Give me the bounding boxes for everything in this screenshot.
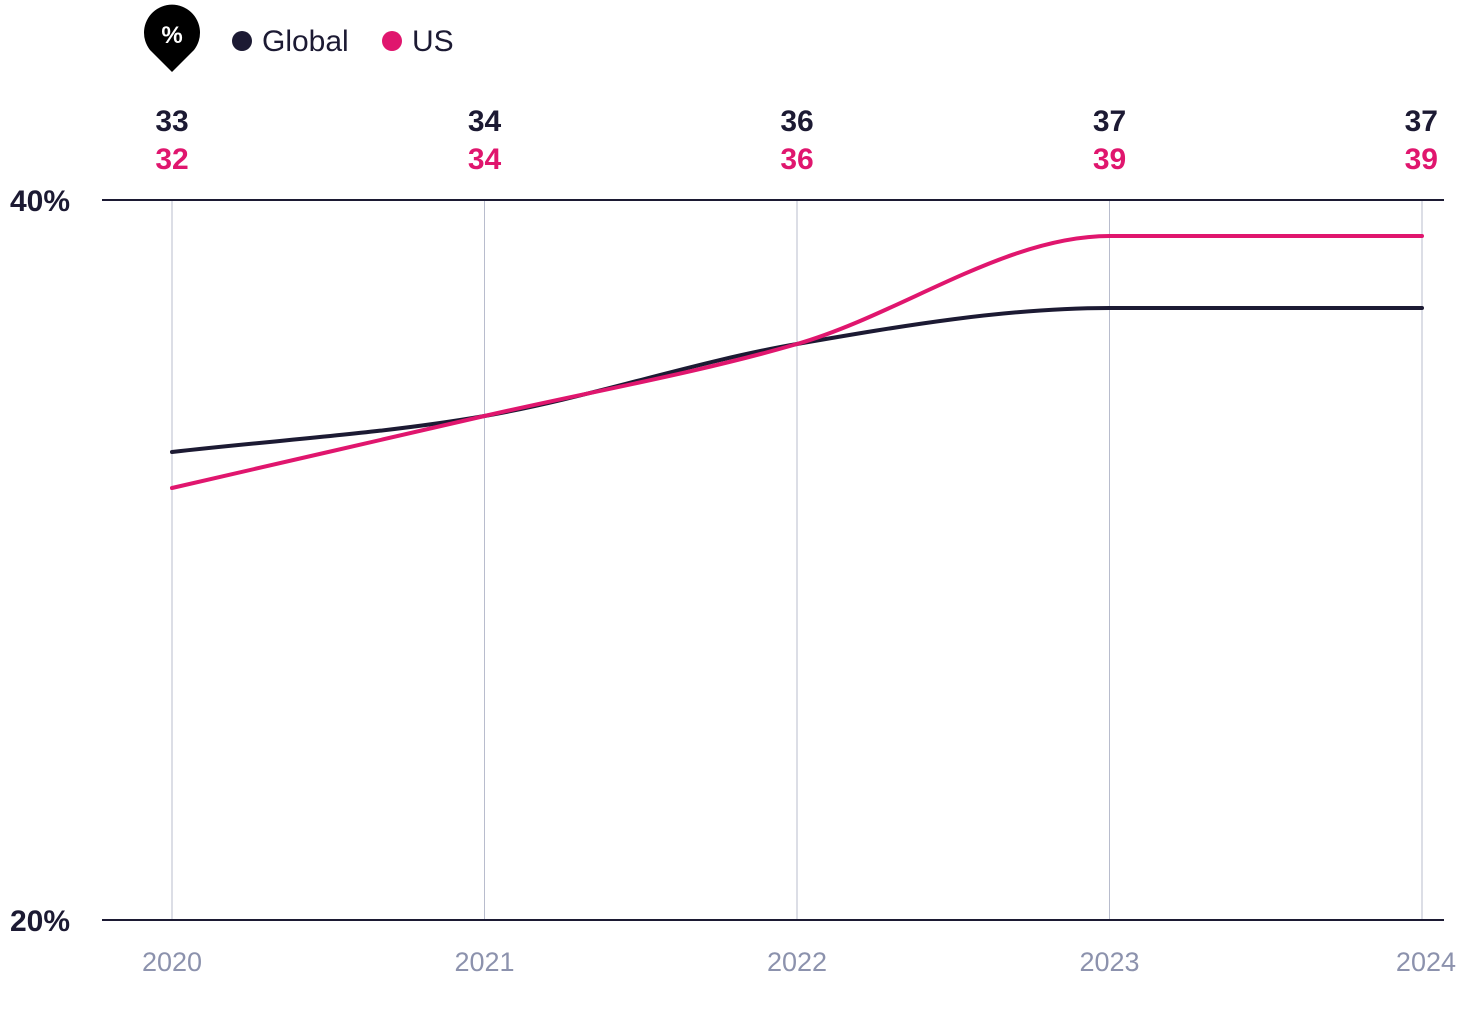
percent-pin-icon: % [144,4,201,72]
x-tick-label-2024: 2024 [1396,947,1456,977]
x-tick-label-2020: 2020 [142,947,202,977]
legend-swatch-us [382,31,402,51]
legend-label-global: Global [262,25,349,58]
axes: 40% 20% 2020 2021 2022 2023 2024 [10,185,1456,977]
data-label-global-2024: 37 [1405,105,1438,138]
data-label-us-2024: 39 [1405,143,1438,176]
y-tick-label-40: 40% [10,185,70,218]
series-line-us [170,233,1424,490]
data-label-us-2022: 36 [780,143,813,176]
data-label-us-2021: 34 [468,143,502,176]
x-tick-label-2023: 2023 [1079,947,1139,977]
y-tick-label-20: 20% [10,905,70,938]
data-label-global-2021: 34 [468,105,502,138]
grid [171,200,1423,920]
data-label-global-2020: 33 [155,105,188,138]
data-label-global-2022: 36 [780,105,813,138]
data-label-us-2023: 39 [1093,143,1126,176]
x-tick-label-2022: 2022 [767,947,827,977]
data-labels: 33 34 36 37 37 32 34 36 39 39 [155,105,1438,176]
legend-swatch-global [232,31,252,51]
legend-label-us: US [412,25,454,58]
data-label-global-2023: 37 [1093,105,1126,138]
data-label-us-2020: 32 [155,143,188,176]
x-tick-label-2021: 2021 [454,947,514,977]
series [170,233,1424,490]
legend: % Global US [144,4,454,72]
svg-text:%: % [161,22,182,49]
